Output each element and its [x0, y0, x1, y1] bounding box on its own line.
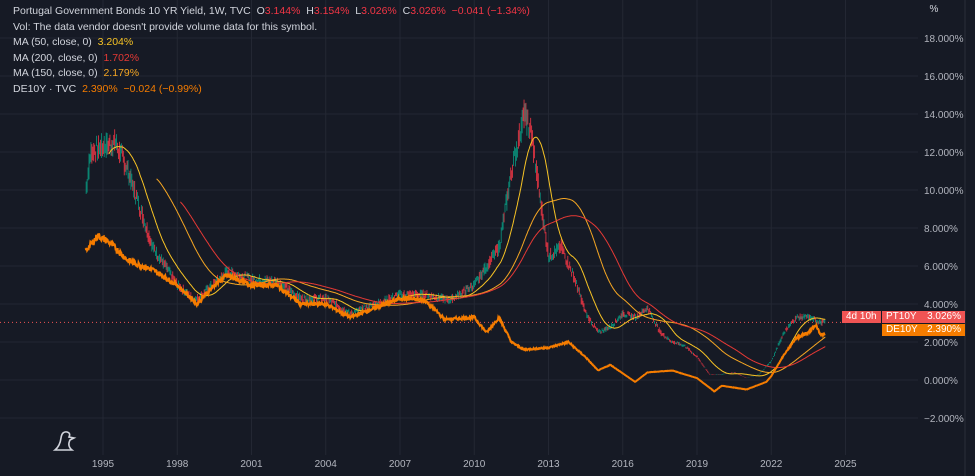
y-tick-label: 4.000% — [924, 300, 958, 311]
y-tick-label: 0.000% — [924, 376, 958, 387]
y-tick-label: 18.000% — [924, 34, 964, 45]
y-tick-label: 2.000% — [924, 338, 958, 349]
de10y-symbol-badge: DE10Y — [882, 324, 922, 336]
y-tick-label: 12.000% — [924, 148, 964, 159]
x-tick-label: 1995 — [92, 459, 115, 470]
percent-scale-button[interactable]: % — [929, 4, 939, 15]
change-value: −0.041 (−1.34%) — [451, 5, 530, 17]
de10y-line — [84, 233, 826, 393]
legend-ma150[interactable]: MA (150, close, 0) 2.179% — [13, 67, 140, 79]
x-tick-label: 2010 — [463, 459, 486, 470]
low-value: 3.026% — [361, 5, 397, 17]
de10y-price-badge: 2.390% — [919, 324, 965, 336]
x-tick-label: 1998 — [166, 459, 189, 470]
legend-ma200[interactable]: MA (200, close, 0) 1.702% — [13, 51, 140, 64]
pt10y-price-badge: 3.026% — [919, 311, 965, 323]
y-tick-label: 6.000% — [924, 262, 958, 273]
high-value: 3.154% — [313, 5, 350, 17]
y-tick-label: −2.000% — [924, 414, 964, 425]
pt10y-countdown: 4d 10h — [842, 311, 881, 323]
legend-vol: Vol: The data vendor doesn't provide vol… — [13, 20, 318, 33]
x-tick-label: 2001 — [240, 459, 263, 470]
ma-200-line — [180, 201, 826, 369]
x-tick-label: 2016 — [612, 459, 635, 470]
x-tick-label: 2013 — [537, 459, 560, 470]
y-tick-label: 8.000% — [924, 224, 958, 235]
x-tick-label: 2019 — [686, 459, 709, 470]
x-tick-label: 2004 — [315, 459, 338, 470]
y-tick-label: 16.000% — [924, 72, 964, 83]
tradingview-logo-icon[interactable] — [52, 428, 80, 452]
close-value: 3.026% — [410, 5, 446, 17]
x-tick-label: 2025 — [834, 459, 857, 470]
open-value: 3.144% — [264, 5, 301, 17]
ma-150-line — [156, 178, 826, 374]
pt10y-symbol-badge: PT10Y — [882, 311, 921, 323]
legend: Portugal Government Bonds 10 YR Yield, 1… — [13, 4, 530, 97]
x-tick-label: 2022 — [760, 459, 783, 470]
x-tick-label: 2007 — [389, 459, 412, 470]
y-tick-label: 14.000% — [924, 110, 964, 121]
legend-de10y[interactable]: DE10Y · TVC 2.390% −0.024 (−0.99%) — [13, 82, 202, 95]
legend-ma50[interactable]: MA (50, close, 0) 3.204% — [13, 36, 134, 48]
legend-main: Portugal Government Bonds 10 YR Yield, 1… — [13, 5, 530, 17]
y-tick-label: 10.000% — [924, 186, 964, 197]
